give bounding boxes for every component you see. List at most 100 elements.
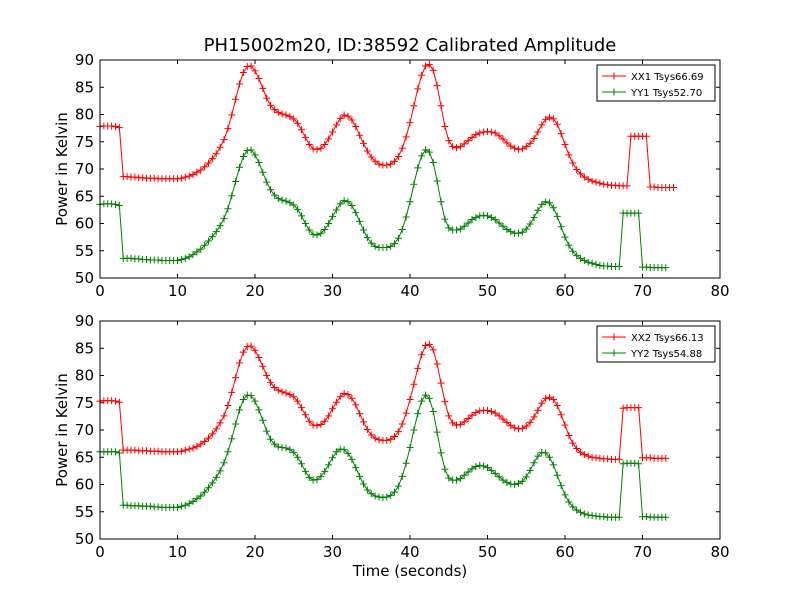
- data-point: [569, 439, 577, 447]
- legend-box: [596, 64, 716, 102]
- data-point: [394, 482, 402, 490]
- y-tick-label: 75: [75, 133, 94, 151]
- data-point: [487, 466, 495, 474]
- data-point: [232, 374, 240, 382]
- data-point: [410, 180, 418, 188]
- data-point: [197, 440, 205, 448]
- data-point: [546, 453, 553, 461]
- data-point: [553, 401, 561, 409]
- data-point: [584, 175, 592, 183]
- data-point: [518, 424, 526, 432]
- data-point: [348, 202, 356, 210]
- data-point: [577, 170, 584, 178]
- data-point: [205, 484, 212, 492]
- data-point: [363, 234, 371, 242]
- data-point: [348, 394, 356, 402]
- data-point: [507, 480, 515, 488]
- data-point: [336, 445, 344, 453]
- data-point: [239, 348, 247, 356]
- data-point: [375, 436, 383, 444]
- data-point: [383, 436, 391, 444]
- data-point: [185, 172, 193, 180]
- data-point: [259, 416, 267, 424]
- legend-marker: [610, 349, 618, 357]
- data-point: [387, 435, 395, 443]
- data-point: [220, 136, 228, 144]
- data-point: [596, 261, 604, 269]
- data-point: [480, 128, 488, 136]
- data-point: [383, 161, 391, 169]
- data-point: [286, 199, 294, 207]
- data-point: [464, 415, 472, 423]
- data-point: [356, 131, 364, 139]
- legend-box: [596, 325, 716, 363]
- data-point: [383, 493, 391, 501]
- data-point: [584, 452, 592, 460]
- data-point: [596, 179, 604, 187]
- data-point: [267, 435, 274, 443]
- data-point: [135, 502, 143, 510]
- data-point: [604, 181, 612, 189]
- data-point: [224, 448, 232, 456]
- y-tick-label: 70: [75, 160, 94, 178]
- data-point: [181, 501, 189, 509]
- data-point: [425, 394, 433, 402]
- data-point: [588, 453, 596, 461]
- data-point: [220, 459, 228, 467]
- data-point: [371, 157, 379, 165]
- data-point: [615, 513, 623, 521]
- data-point: [228, 435, 236, 443]
- data-point: [449, 143, 457, 151]
- x-tick-label: 30: [323, 543, 342, 561]
- data-point: [278, 196, 286, 204]
- data-point: [456, 225, 464, 233]
- data-point: [538, 399, 546, 407]
- data-point: [642, 513, 650, 521]
- data-point: [247, 146, 255, 154]
- data-point: [112, 448, 119, 456]
- data-point: [530, 459, 538, 467]
- data-point: [511, 144, 519, 152]
- data-point: [298, 212, 305, 220]
- data-point: [352, 122, 360, 130]
- data-point: [224, 401, 232, 409]
- data-point: [414, 364, 422, 372]
- data-point: [201, 437, 209, 445]
- data-point: [305, 140, 313, 148]
- data-point: [154, 256, 162, 264]
- data-point: [499, 222, 507, 230]
- data-point: [573, 166, 581, 174]
- data-point: [391, 433, 398, 441]
- chart-title: PH15002m20, ID:38592 Calibrated Amplitud…: [204, 35, 617, 56]
- data-point: [615, 455, 623, 463]
- data-point: [445, 224, 453, 232]
- x-tick-label: 10: [168, 282, 187, 300]
- data-point: [282, 444, 290, 452]
- data-point: [344, 449, 352, 457]
- data-point: [201, 163, 209, 171]
- data-point: [228, 388, 236, 396]
- data-point: [383, 243, 391, 251]
- data-point: [561, 233, 569, 241]
- data-point: [526, 466, 534, 474]
- data-point: [208, 155, 216, 163]
- data-point: [418, 351, 426, 359]
- data-point: [414, 85, 422, 93]
- data-point: [518, 477, 526, 485]
- x-tick-label: 70: [633, 282, 652, 300]
- y-tick-label: 60: [75, 215, 94, 233]
- data-point: [356, 410, 364, 418]
- data-point: [549, 395, 557, 403]
- x-tick-label: 30: [323, 282, 342, 300]
- data-point: [301, 411, 309, 419]
- data-point: [534, 452, 542, 460]
- data-point: [394, 152, 402, 160]
- x-tick-label: 40: [400, 543, 419, 561]
- data-point: [437, 102, 445, 110]
- data-point: [290, 448, 298, 456]
- data-point: [526, 139, 534, 147]
- data-point: [425, 340, 433, 348]
- data-point: [580, 451, 588, 459]
- data-point: [243, 343, 251, 351]
- data-point: [515, 425, 522, 433]
